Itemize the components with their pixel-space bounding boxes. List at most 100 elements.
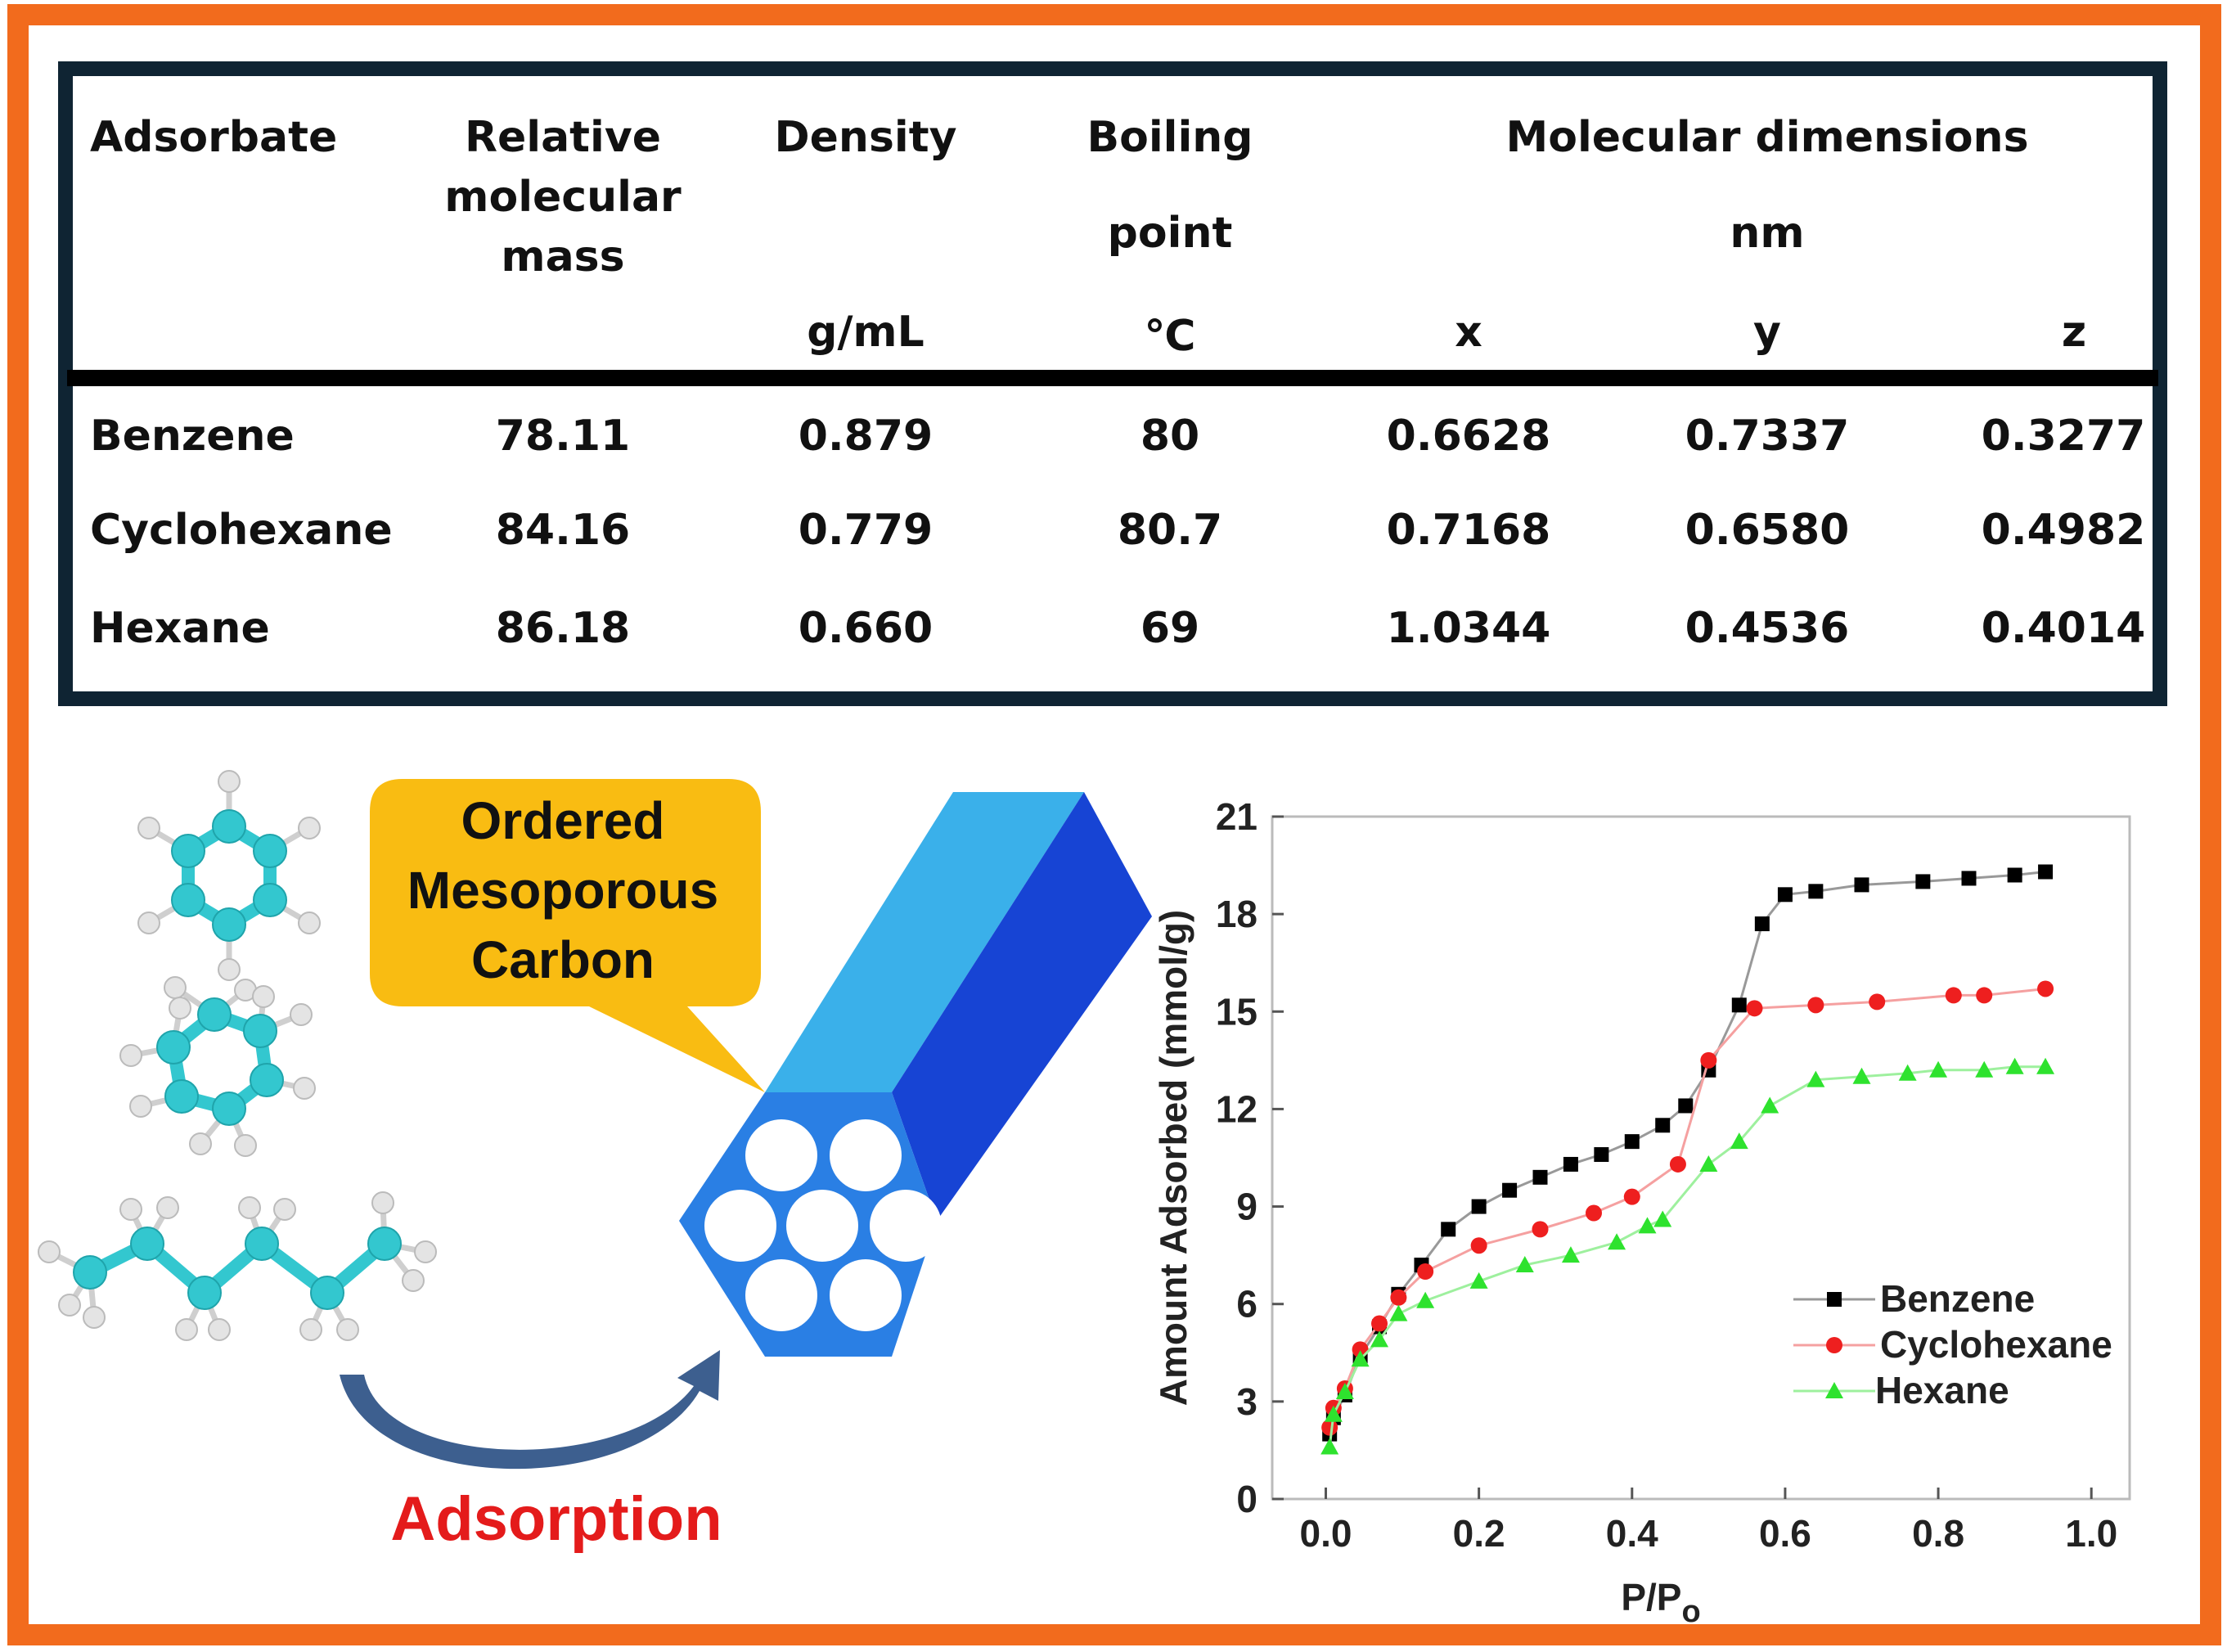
series-cyclohexane	[1321, 980, 2054, 1436]
y-tick-label: 3	[1236, 1380, 1257, 1423]
data-point	[1321, 1419, 1338, 1436]
table-row: Cyclohexane 84.16 0.779 80.7 0.7168 0.65…	[90, 506, 2145, 555]
data-point	[1563, 1156, 1578, 1172]
x-axis-label-main: P/P	[1621, 1576, 1681, 1618]
cell-density: 0.660	[799, 604, 933, 653]
header-rmm-line1: Relative	[465, 113, 661, 162]
data-point	[1806, 1070, 1825, 1087]
data-point	[1389, 1304, 1408, 1321]
data-point	[1469, 1272, 1488, 1289]
legend-item-hexane: Hexane	[1793, 1369, 2009, 1411]
cell-x: 1.0344	[1387, 604, 1551, 653]
data-point	[1898, 1064, 1917, 1081]
header-rmm-line3: mass	[501, 232, 624, 281]
callout-line3: Carbon	[471, 930, 655, 989]
x-axis-label-subscript: o	[1681, 1595, 1700, 1629]
data-point	[1731, 997, 1747, 1013]
hexane-molecule-icon	[38, 1191, 437, 1341]
legend-marker	[1827, 1292, 1842, 1307]
data-point	[1854, 877, 1869, 893]
cell-bp: 80.7	[1118, 506, 1222, 555]
cell-name: Benzene	[90, 412, 295, 461]
molecule-group	[38, 770, 437, 1341]
data-point	[1351, 1350, 1370, 1367]
legend-marker	[1826, 1337, 1842, 1353]
y-tick-label: 6	[1236, 1283, 1257, 1326]
data-point	[1975, 1060, 1994, 1078]
header-molecular-dimensions: Molecular dimensions	[1505, 113, 2028, 162]
outer-frame	[7, 4, 2221, 1645]
x-tick-label: 0.0	[1300, 1512, 1352, 1555]
cell-z: 0.3277	[1982, 412, 2146, 461]
table-row: Benzene 78.11 0.879 80 0.6628 0.7337 0.3…	[90, 412, 2145, 461]
y-axis-label: Amount Adsorbed (mmol/g)	[1152, 910, 1194, 1406]
data-point	[1754, 916, 1770, 932]
data-point	[1561, 1246, 1580, 1263]
cell-y: 0.4536	[1685, 604, 1850, 653]
data-point	[1623, 1188, 1640, 1205]
data-point	[1700, 1051, 1717, 1069]
header-boiling: Boiling	[1087, 113, 1253, 162]
callout-line2: Mesoporous	[407, 861, 718, 920]
data-point	[1669, 1155, 1686, 1173]
data-point	[1390, 1289, 1407, 1306]
data-point	[1320, 1438, 1339, 1455]
cell-name: Cyclohexane	[90, 506, 393, 555]
cell-bp: 80	[1140, 412, 1199, 461]
data-point	[1532, 1221, 1549, 1238]
data-point	[1976, 987, 1993, 1004]
data-point	[1624, 1134, 1640, 1150]
header-y: y	[1753, 308, 1781, 357]
y-tick-label: 9	[1236, 1186, 1257, 1228]
properties-table: Adsorbate Relative molecular mass Densit…	[58, 61, 2167, 706]
adsorption-arrow-icon	[340, 1350, 720, 1470]
x-axis-label: P/Po	[1621, 1576, 1700, 1629]
benzene-molecule-icon	[137, 770, 321, 981]
callout-line1: Ordered	[461, 791, 665, 850]
cell-x: 0.6628	[1387, 412, 1551, 461]
data-point	[1370, 1330, 1388, 1348]
y-tick-label: 0	[1236, 1478, 1257, 1520]
data-point	[1371, 1315, 1388, 1332]
cell-x: 0.7168	[1387, 506, 1551, 555]
isotherm-chart: 0 3 6 9 12 15 18 21 0.0 0.2 0.4 0.6 0.8 1.0 Amount Ad…	[1152, 795, 2131, 1629]
data-point	[1653, 1210, 1672, 1227]
data-point	[1945, 987, 1962, 1004]
cell-mass: 78.11	[496, 412, 630, 461]
data-point	[1699, 1155, 1718, 1172]
header-boiling-point: point	[1108, 209, 1233, 258]
cell-density: 0.879	[799, 412, 933, 461]
header-mol-dim-unit: nm	[1730, 209, 1804, 258]
data-point	[2036, 1057, 2055, 1074]
legend-label: Cyclohexane	[1880, 1323, 2112, 1366]
data-point	[1515, 1256, 1534, 1273]
cell-z: 0.4014	[1982, 604, 2146, 653]
data-point	[2005, 1057, 2024, 1074]
y-tick-label: 18	[1216, 893, 1257, 935]
data-point	[1730, 1132, 1748, 1150]
data-point	[1808, 884, 1824, 899]
plot-frame	[1271, 815, 2131, 1501]
data-point	[1929, 1060, 1948, 1078]
x-tick-label: 0.6	[1759, 1512, 1811, 1555]
data-point	[1594, 1147, 1609, 1163]
data-point	[1608, 1233, 1626, 1250]
cell-y: 0.6580	[1685, 506, 1850, 555]
legend-label: Benzene	[1880, 1277, 2035, 1320]
adsorption-label: Adsorption	[390, 1484, 722, 1554]
legend-label: Hexane	[1875, 1369, 2009, 1411]
legend-marker	[1825, 1382, 1843, 1398]
data-point	[1761, 1096, 1779, 1114]
cell-mass: 86.18	[496, 604, 630, 653]
legend-item-benzene: Benzene	[1793, 1277, 2035, 1320]
data-point	[1532, 1169, 1548, 1185]
cyclohexane-molecule-icon	[119, 976, 316, 1157]
pore-circles	[704, 1119, 942, 1331]
cell-y: 0.7337	[1685, 412, 1850, 461]
cell-mass: 84.16	[496, 506, 630, 555]
data-point	[2038, 864, 2054, 880]
data-point	[1324, 1405, 1343, 1422]
header-x: x	[1455, 308, 1482, 357]
x-tick-label: 1.0	[2065, 1512, 2117, 1555]
